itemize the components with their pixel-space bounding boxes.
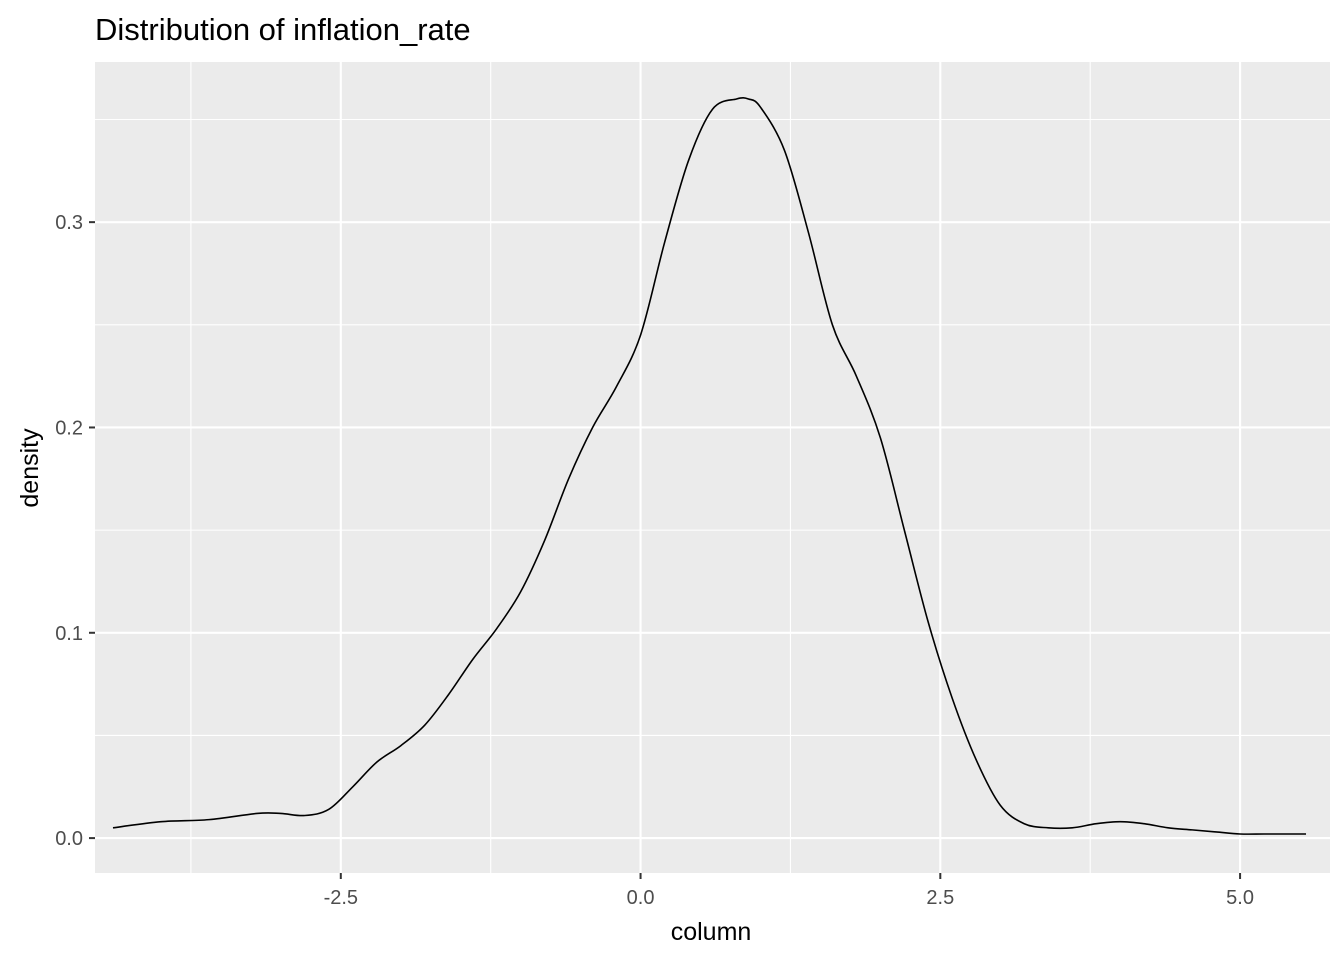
minor-gridlines <box>95 62 1330 873</box>
plot-panel <box>95 62 1330 873</box>
x-axis: -2.5 0.0 2.5 5.0 <box>324 873 1254 909</box>
major-gridlines <box>95 62 1330 873</box>
y-tick-label: 0.0 <box>55 828 83 850</box>
x-tick-label: 2.5 <box>926 887 954 909</box>
chart-title: Distribution of inflation_rate <box>95 12 471 47</box>
x-axis-title: column <box>671 918 752 946</box>
x-tick-label: -2.5 <box>324 887 358 909</box>
y-tick-label: 0.2 <box>55 417 83 439</box>
x-tick-label: 0.0 <box>627 887 655 909</box>
y-axis: 0.0 0.1 0.2 0.3 <box>55 212 95 850</box>
density-curve <box>112 97 1307 835</box>
x-tick-label: 5.0 <box>1226 887 1254 909</box>
y-tick-label: 0.1 <box>55 623 83 645</box>
y-tick-label: 0.3 <box>55 212 83 234</box>
y-axis-title: density <box>16 428 44 508</box>
